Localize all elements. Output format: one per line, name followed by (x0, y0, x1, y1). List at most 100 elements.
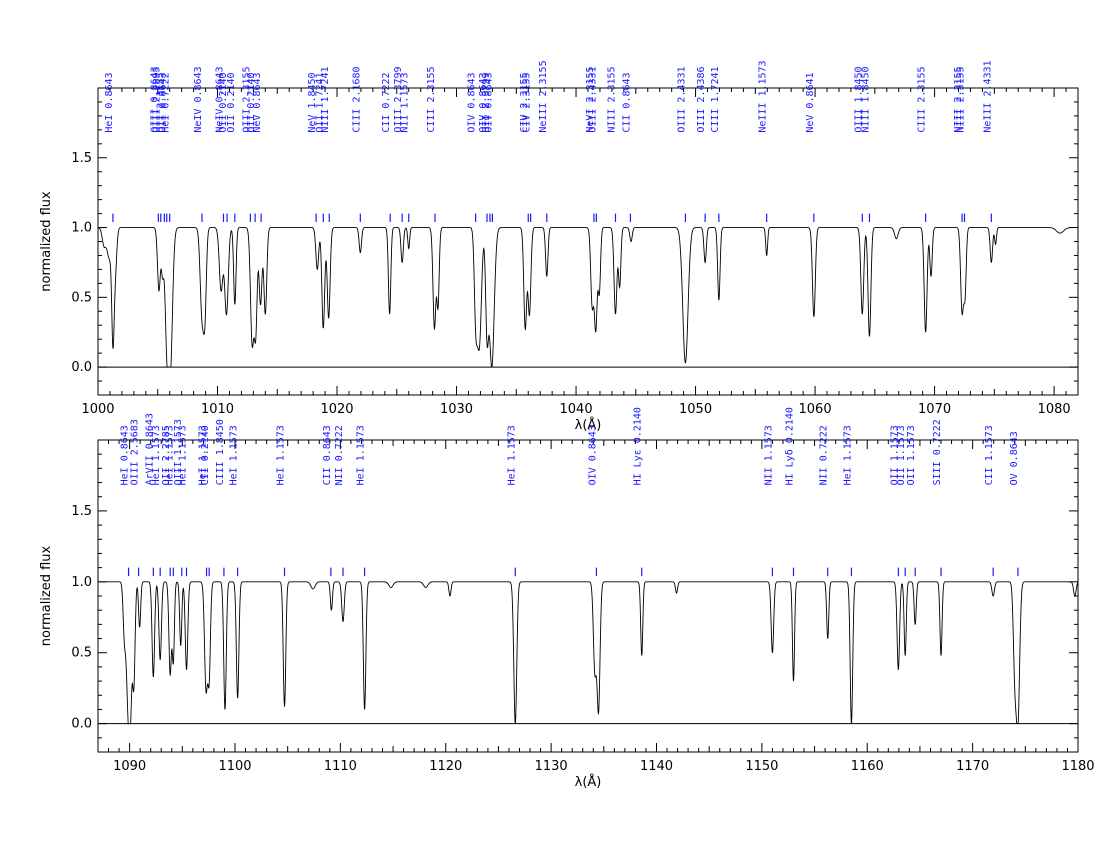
line-id-label: HeI 1.1573 (164, 425, 175, 485)
line-id-label: NIII 2.3155 (953, 66, 964, 132)
line-id-label: HeI 0.8643 (120, 425, 131, 485)
line-id-label: CII 0.2140 (200, 425, 211, 485)
line-id-label: CIV 2.3155 (519, 72, 530, 132)
line-id-label: OII 0.8643 (158, 72, 169, 132)
x-tick-label: 1030 (440, 402, 473, 417)
line-id-label: NIII 2.3155 (606, 66, 617, 132)
y-axis-label: normalized flux (39, 191, 54, 292)
line-id-label: HeI 0.8643 (104, 72, 115, 132)
line-id-label: HeI 1.1573 (151, 425, 162, 485)
line-id-label: OII 0.2140 (246, 72, 257, 132)
y-tick-label: 0.0 (71, 360, 92, 375)
line-id-label: HeI 1.1573 (198, 425, 209, 485)
line-id-label: OII 1.1573 (906, 425, 917, 485)
line-id-label: NIII 1.7241 (320, 66, 331, 132)
line-id-label: OII 0.2140 (226, 72, 237, 132)
x-tick-label: 1000 (81, 402, 114, 417)
x-tick-label: 1120 (429, 759, 462, 774)
line-id-label: OIV 0.8643 (483, 72, 494, 132)
line-id-label: CIII 1.8450 (215, 419, 226, 485)
y-tick-label: 1.0 (71, 575, 92, 590)
plot-frame (97, 439, 1079, 753)
line-id-label: OIII 2.3155 (241, 66, 252, 132)
line-id-label: OIII 2.2895 (152, 66, 163, 132)
x-axis-label: λ(Å) (575, 417, 602, 433)
line-id-label: CII 0.8643 (322, 425, 333, 485)
x-tick-label: 1020 (320, 402, 353, 417)
line-id-label: HeI 1.1573 (178, 425, 189, 485)
line-id-label: CII 0.8643 (621, 72, 632, 132)
x-tick-label: 1160 (851, 759, 884, 774)
line-id-label: OII 1.7241 (314, 72, 325, 132)
line-id-label: NeV 0.8643 (252, 72, 263, 132)
line-id-label: CIII 1.7241 (710, 66, 721, 132)
line-id-label: OIII 2.4331 (587, 66, 598, 132)
line-id-label: NIII 1.8450 (860, 66, 871, 132)
line-id-label: SIII 0.7222 (932, 419, 943, 485)
y-axis-label: normalized flux (39, 545, 54, 646)
line-id-label: HeI 1.1573 (506, 425, 517, 485)
line-id-label: NeIII 2.4331 (982, 60, 993, 132)
x-tick-label: 1110 (324, 759, 357, 774)
x-tick-label: 1150 (745, 759, 778, 774)
line-id-label: OIV 0.8643 (478, 72, 489, 132)
y-tick-label: 1.5 (71, 504, 92, 519)
line-id-label: OIII 2.4386 (696, 66, 707, 132)
line-id-label: OIII 2.3799 (393, 66, 404, 132)
line-id-label: CII 1.1573 (984, 425, 995, 485)
line-id-label: NeIV 0.8643 (193, 66, 204, 132)
x-tick-label: 1080 (1038, 402, 1071, 417)
line-id-label: CIV 2.3155 (522, 72, 533, 132)
line-id-label: CIII 2.3155 (426, 66, 437, 132)
line-id-label: HeI 1.1573 (356, 425, 367, 485)
line-id-label: NII 1.1573 (763, 425, 774, 485)
y-tick-label: 1.0 (71, 221, 92, 236)
line-id-label: CIII 2.3155 (917, 66, 928, 132)
line-id-label: OIII 0.8643 (149, 66, 160, 132)
x-tick-label: 1140 (640, 759, 673, 774)
x-tick-label: 1050 (679, 402, 712, 417)
line-id-label: OV 0.8643 (1009, 431, 1020, 485)
line-id-label: NII 0.7222 (819, 425, 830, 485)
line-id-label: HI Lyδ 0.2140 (784, 407, 795, 485)
x-tick-label: 1170 (956, 759, 989, 774)
line-id-label: NII 1.1573 (400, 72, 411, 132)
x-tick-label: 1090 (113, 759, 146, 774)
line-id-label: OII 1.1573 (896, 425, 907, 485)
line-id-label: NeIV 0.8643 (214, 66, 225, 132)
line-id-label: NeIII 1.1573 (758, 60, 769, 132)
line-id-label: OIII 1.8450 (853, 66, 864, 132)
line-id-label: OIV 0.8643 (467, 72, 478, 132)
x-tick-label: 1040 (560, 402, 593, 417)
line-id-label: OIII 1.1573 (173, 419, 184, 485)
line-id-label: NeV 1.8450 (307, 72, 318, 132)
x-axis-label: λ(Å) (575, 774, 602, 790)
line-id-label: NII 0.7222 (334, 425, 345, 485)
line-id-label: HeI 1.1573 (842, 425, 853, 485)
line-id-label: HeI 1.1573 (229, 425, 240, 485)
line-id-label: HI Lyε 0.2140 (633, 407, 644, 485)
line-id-label: NeV 0.8641 (805, 72, 816, 132)
line-id-label: NIII 2.3155 (955, 66, 966, 132)
line-id-label: NeVI 2.3155 (585, 66, 596, 132)
x-tick-label: 1070 (918, 402, 951, 417)
line-id-label: HeI 1.1573 (276, 425, 287, 485)
line-id-label: CII 0.7222 (381, 72, 392, 132)
line-id-label: OIII 2.5683 (130, 419, 141, 485)
spectrum-panel-2: 1090 1100 1110 1120 1130 1140 1150 1160 1170 1180… (39, 407, 1095, 790)
line-id-label: OII 2.3799 (481, 72, 492, 132)
line-id-label: OIII 2.4331 (676, 66, 687, 132)
line-id-label: OII 1.1573 (889, 425, 900, 485)
line-id-label: OII 2.2785 (161, 425, 172, 485)
line-id-label: HeI 0.7222 (161, 72, 172, 132)
flux-spectrum-line (98, 581, 1079, 725)
x-tick-label: 1130 (535, 759, 568, 774)
x-tick-label: 1010 (201, 402, 234, 417)
y-tick-label: 1.5 (71, 151, 92, 166)
flux-spectrum-line (97, 227, 1078, 368)
line-id-label: NeIII 2.3155 (538, 60, 549, 132)
x-tick-label: 1100 (218, 759, 251, 774)
line-id-label: OII 0.2140 (218, 72, 229, 132)
x-tick-label: 1060 (799, 402, 832, 417)
